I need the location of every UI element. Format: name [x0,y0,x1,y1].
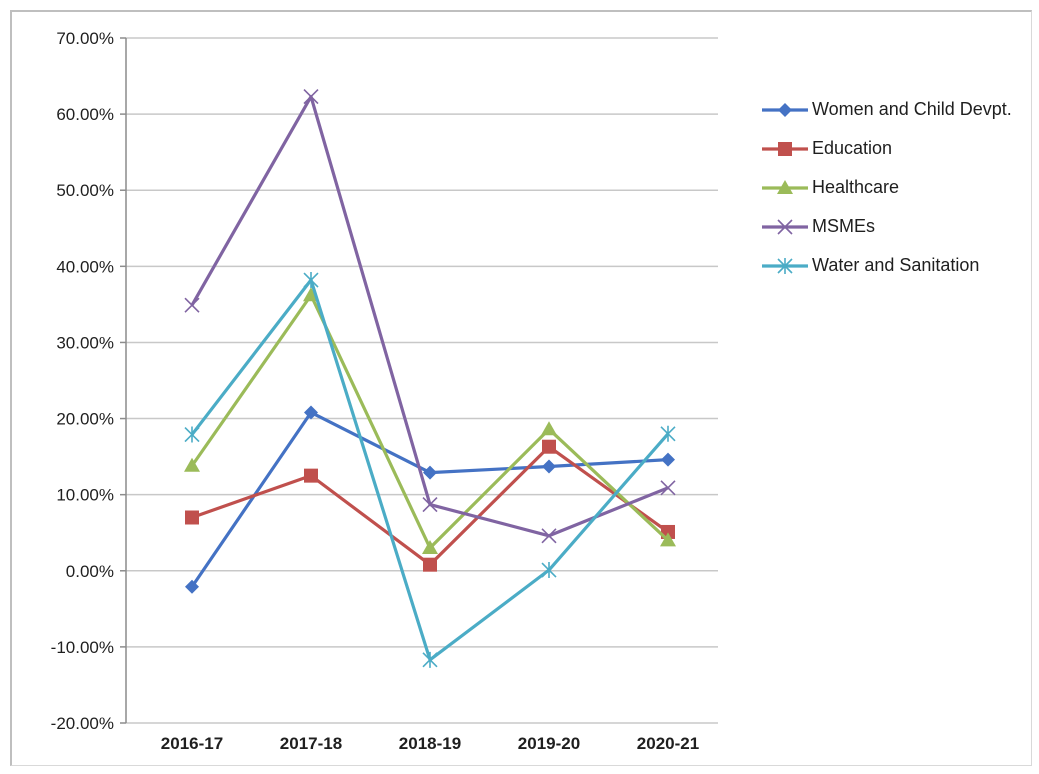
data-point [185,579,199,594]
data-point [422,539,438,554]
data-point [303,89,319,105]
series-water-and-sanitation [184,272,676,668]
legend-item: Women and Child Devpt. [762,90,1012,129]
legend-item: Water and Sanitation [762,246,1012,285]
gridlines [126,37,718,724]
data-point [185,510,199,525]
x-tick-label: 2018-19 [399,734,461,753]
x-tick-label: 2019-20 [518,734,580,753]
data-point [541,562,557,579]
data-point [304,468,318,483]
x-tick-label: 2017-18 [280,734,342,753]
legend-item: Education [762,129,1012,168]
legend-item: MSMEs [762,207,1012,246]
y-tick-label: 50.00% [56,181,114,200]
y-tick-labels: 70.00% 60.00% 50.00% 40.00% 30.00% 20.00% 10.0… [51,29,114,733]
x-tick-label: 2020-21 [637,734,699,753]
legend-label: Women and Child Devpt. [812,99,1012,119]
y-tick-label: 60.00% [56,105,114,124]
legend-item: Healthcare [762,168,1012,207]
x-tick-labels: 2016-17 2017-18 2018-19 2019-20 2020-21 [161,734,699,753]
x-tick-label: 2016-17 [161,734,223,753]
series-line [190,293,670,550]
data-point [778,102,792,117]
data-point [184,297,200,313]
series-group [184,89,676,668]
data-point [778,141,792,156]
legend-label: Healthcare [812,177,900,197]
data-point [422,651,438,668]
data-point [541,421,557,436]
legend-swatch [762,141,808,156]
y-tick-label: 10.00% [56,486,114,505]
data-point [184,457,200,472]
data-point [542,439,556,454]
series-msmes [184,89,676,544]
y-tick-label: 30.00% [56,333,114,352]
data-point [303,272,319,289]
legend-label: MSMEs [812,216,875,236]
legend-label: Water and Sanitation [812,255,980,275]
data-point [777,257,793,274]
data-point [422,496,438,513]
legend-swatch [762,257,808,274]
data-point [660,480,676,496]
line-chart: 70.00% 60.00% 50.00% 40.00% 30.00% 20.00% 10.0… [51,29,718,753]
data-point [184,426,200,443]
legend: Women and Child Devpt. Education Healthcar… [762,90,1012,285]
y-tick-label: -20.00% [51,714,114,733]
data-point [542,459,556,474]
legend-label: Education [812,138,893,158]
data-point [423,557,437,572]
data-point [661,452,675,467]
data-point [423,465,437,480]
legend-swatch [762,179,808,194]
y-tick-label: 70.00% [56,29,114,48]
data-point [777,218,793,235]
y-tick-label: 0.00% [66,562,114,581]
data-point [304,405,318,420]
data-point [660,425,676,442]
y-tick-label: 40.00% [56,257,114,276]
y-tick-label: -10.00% [51,638,114,657]
data-point [660,532,676,547]
axes [120,37,127,724]
legend-swatch [762,218,808,235]
legend-swatch [762,102,808,117]
series-healthcare [184,287,676,554]
y-tick-label: 20.00% [56,410,114,429]
chart-frame: 70.00% 60.00% 50.00% 40.00% 30.00% 20.00% 10.0… [10,10,1032,766]
data-point [541,528,557,544]
data-point [777,179,793,194]
